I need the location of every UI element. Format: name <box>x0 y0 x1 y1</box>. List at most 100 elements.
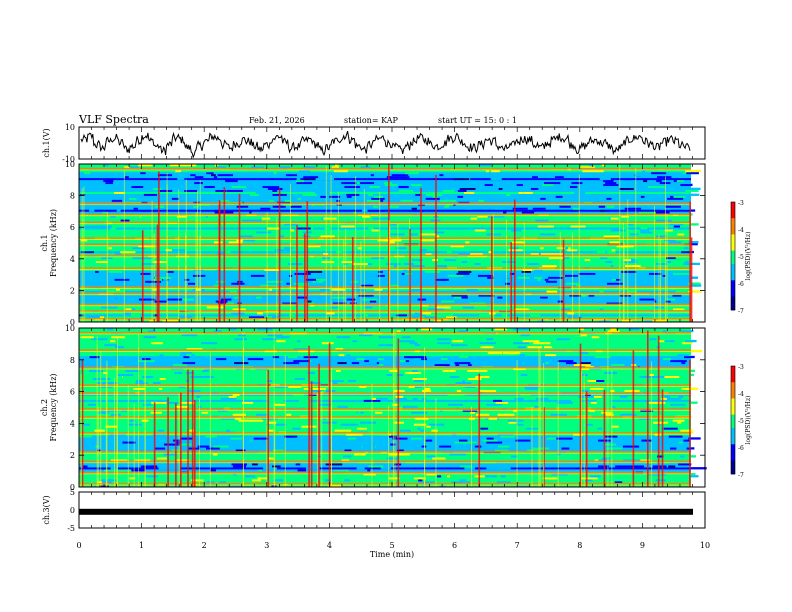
spectrogram-cell <box>669 223 684 226</box>
spectrogram-cell <box>688 241 699 244</box>
spectrogram-cell <box>114 175 125 179</box>
spectrogram-line <box>79 167 691 170</box>
sferic-line <box>379 191 381 322</box>
spectrogram-cell <box>279 219 284 222</box>
spectrogram-cell <box>591 335 600 339</box>
sferic-line <box>435 397 437 487</box>
spectrogram-cell <box>190 375 204 378</box>
spectrogram-cell <box>542 183 554 187</box>
spectrogram-cell <box>437 341 451 345</box>
spectrogram-cell <box>508 421 517 424</box>
spectrogram-cell <box>79 359 691 363</box>
spectrogram-cell <box>239 343 252 347</box>
colorbar-cell <box>731 218 735 222</box>
spectrogram-cell <box>79 246 691 250</box>
spectrogram-cell <box>301 353 314 357</box>
spectrogram-cell <box>370 173 374 177</box>
spectrogram-cell <box>478 199 485 202</box>
spectrogram-cell <box>337 361 347 365</box>
spectrogram-cell <box>569 294 582 297</box>
spectrogram-cell <box>275 457 280 460</box>
spectrogram-cell <box>154 276 172 279</box>
spectrogram-cell <box>395 333 408 337</box>
sferic-line <box>513 199 516 322</box>
spectrogram-line <box>79 452 691 454</box>
spectrogram-cell <box>476 165 491 169</box>
spectrogram-cell <box>392 437 408 440</box>
spectrogram-cell <box>213 405 222 408</box>
spectrogram-cell <box>412 397 418 400</box>
colorbar-cell <box>731 374 735 378</box>
colorbar-cell <box>731 438 735 442</box>
spectrogram-cell <box>617 246 626 250</box>
spectrogram-cell <box>559 205 571 208</box>
colorbar-cell <box>731 264 735 268</box>
spectrogram-cell <box>252 288 270 291</box>
spectrogram-cell <box>426 282 434 285</box>
spectrogram-cell <box>421 357 427 361</box>
spectrogram-cell <box>660 397 667 400</box>
spectrogram-cell <box>490 177 502 181</box>
spectrogram-cell <box>619 209 627 212</box>
spectrogram-cell <box>346 302 357 305</box>
spectrogram-cell <box>680 183 693 187</box>
spectrogram-cell <box>79 270 691 273</box>
spectrogram-cell <box>271 465 281 468</box>
spectrogram-cell <box>341 260 354 264</box>
spectrogram-cell <box>255 164 262 167</box>
spectrogram-cell <box>395 485 407 488</box>
spectrogram-cell <box>377 357 384 361</box>
spectrogram-cell <box>286 233 292 236</box>
spectrogram-cell <box>113 469 130 472</box>
spectrogram-cell <box>388 205 399 208</box>
spectrogram-cell <box>582 169 599 173</box>
spectrogram-cell <box>390 231 403 234</box>
spectrogram-cell <box>346 298 356 301</box>
spectrogram-cell <box>589 377 604 380</box>
spectrogram-cell <box>418 479 423 482</box>
spectrogram-cell <box>151 341 163 345</box>
spectrogram-cell <box>610 229 626 232</box>
colorbar-cell <box>731 247 735 251</box>
spectrogram-cell <box>494 328 508 331</box>
spectrogram-cell <box>79 371 691 375</box>
spectrogram-cell <box>540 294 547 297</box>
spectrogram-cell <box>626 308 636 311</box>
spectrogram-cell <box>614 278 621 281</box>
spectrogram-cell <box>264 349 277 353</box>
spectrogram-cell <box>170 169 176 173</box>
spectrogram-cell <box>634 246 641 250</box>
spectrogram-cell <box>266 403 275 406</box>
spectrogram-cell <box>360 306 373 309</box>
spectrogram-cell <box>546 280 557 283</box>
spectrogram-cell <box>597 427 602 430</box>
spectrogram-cell <box>79 175 691 179</box>
sferic-line <box>328 342 331 487</box>
spectrogram-cell <box>594 355 611 359</box>
spectrogram-cell <box>588 294 595 297</box>
spectrogram-cell <box>579 165 596 169</box>
spectrogram-cell <box>666 405 676 408</box>
spectrogram-cell <box>257 349 265 353</box>
colorbar-cell <box>731 366 735 369</box>
spectrogram-cell <box>664 280 681 283</box>
spectrogram-cell <box>431 445 443 448</box>
spectrogram-cell <box>521 211 535 214</box>
spectrogram-cell <box>410 183 422 187</box>
spectrogram-cell <box>656 199 665 202</box>
spectrogram-cell <box>576 284 581 287</box>
spectrogram-cell <box>640 227 648 230</box>
sferic-line <box>185 179 187 322</box>
spectrogram-cell <box>79 187 691 190</box>
spectrogram-cell <box>461 296 468 299</box>
spectrogram-cell <box>543 181 561 185</box>
spectrogram-cell <box>166 270 174 273</box>
spectrogram-cell <box>683 373 694 376</box>
spectrogram-cell <box>111 199 123 202</box>
spectrogram-cell <box>507 349 515 353</box>
spectrogram-cell <box>362 215 371 218</box>
spectrogram-cell <box>282 479 298 482</box>
spectrogram-cell <box>583 459 594 462</box>
ch2-spectrogram-cells <box>79 328 707 488</box>
spectrogram-cell <box>485 387 493 390</box>
